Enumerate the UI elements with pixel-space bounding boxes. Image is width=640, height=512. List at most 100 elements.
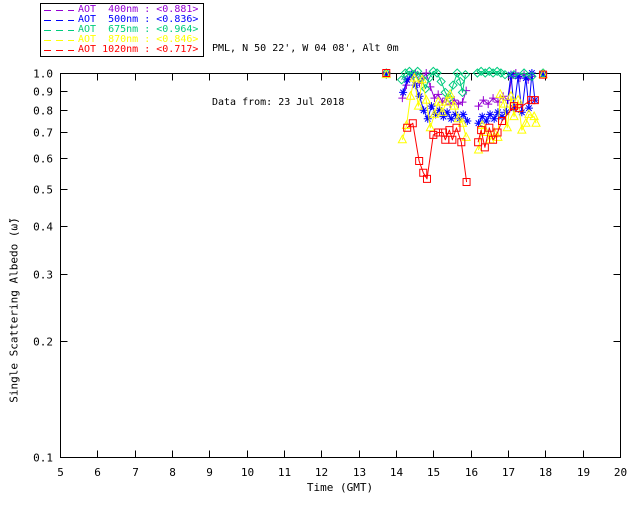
marker-diamond-675nm [509, 69, 519, 80]
marker-asterisk-500nm [517, 108, 526, 117]
marker-diamond-675nm [420, 84, 431, 94]
x-tick-label: 17 [502, 466, 515, 479]
marker-triangle-870nm [477, 119, 488, 129]
y-axis-title: Single Scattering Albedo (ω̃) [7, 217, 21, 403]
marker-asterisk-500nm [498, 112, 507, 121]
marker-square-1020nm [515, 104, 524, 113]
marker-plus-400nm [398, 94, 407, 103]
marker-plus-400nm [474, 102, 483, 111]
marker-diamond-675nm [436, 76, 446, 87]
legend-line-sample [44, 29, 74, 31]
marker-asterisk-500nm [439, 112, 448, 121]
marker-square-1020nm [462, 178, 471, 187]
marker-plus-400nm [489, 94, 498, 103]
marker-diamond-675nm [500, 69, 510, 80]
marker-triangle-870nm [397, 134, 408, 144]
marker-asterisk-500nm [482, 116, 491, 125]
y-tick-label: 0.7 [33, 127, 53, 140]
x-tick-label: 12 [315, 466, 328, 479]
marker-diamond-675nm [432, 68, 442, 78]
marker-diamond-675nm [488, 68, 498, 78]
marker-triangle-870nm [445, 88, 455, 98]
marker-triangle-870nm [485, 134, 495, 144]
x-tick-label: 16 [465, 466, 478, 479]
marker-triangle-870nm [499, 98, 510, 108]
y-tick-label: 0.1 [33, 452, 53, 465]
marker-square-1020nm [408, 119, 417, 128]
marker-triangle-870nm [495, 88, 505, 98]
marker-triangle-870nm [421, 94, 432, 104]
date-info: Data from: 23 Jul 2018 [212, 97, 345, 108]
marker-asterisk-500nm [539, 70, 548, 79]
marker-asterisk-500nm [509, 104, 518, 113]
x-tick-label: 19 [577, 466, 590, 479]
marker-diamond-675nm [457, 87, 468, 98]
legend-entry-870nm: AOT 870nm : <0.846> [44, 35, 200, 45]
marker-square-1020nm [485, 123, 494, 132]
marker-asterisk-500nm [407, 70, 416, 79]
marker-diamond-675nm [400, 68, 411, 78]
y-tick-label: 0.9 [33, 86, 53, 99]
marker-triangle-870nm [529, 111, 539, 121]
marker-triangle-870nm [524, 108, 534, 118]
marker-asterisk-500nm [486, 110, 495, 119]
marker-square-1020nm [422, 174, 431, 183]
marker-diamond-675nm [396, 75, 407, 85]
marker-square-1020nm [498, 116, 507, 125]
x-tick-label: 20 [614, 466, 627, 479]
legend-entry-675nm: AOT 675nm : <0.964> [44, 25, 200, 35]
marker-triangle-870nm [521, 117, 531, 127]
marker-asterisk-500nm [399, 88, 408, 97]
series-line-1020nm [406, 122, 468, 183]
legend-label: AOT 870nm : <0.846> [78, 34, 199, 45]
marker-triangle-870nm [461, 131, 472, 141]
x-tick-label: 8 [169, 466, 176, 479]
marker-square-1020nm [382, 69, 391, 77]
marker-square-1020nm [530, 96, 539, 105]
marker-plus-400nm [493, 98, 502, 107]
marker-square-1020nm [445, 126, 454, 135]
legend-line-sample [44, 39, 74, 41]
marker-diamond-675nm [455, 76, 465, 87]
marker-square-1020nm [419, 168, 428, 177]
marker-asterisk-500nm [447, 114, 456, 123]
legend-label: AOT 675nm : <0.964> [78, 24, 199, 35]
marker-asterisk-500nm [521, 74, 530, 83]
station-info: PML, N 50 22', W 04 08', Alt 0m [212, 43, 399, 54]
marker-asterisk-500nm [431, 110, 440, 119]
marker-square-1020nm [452, 123, 461, 132]
marker-triangle-870nm [429, 108, 440, 118]
marker-triangle-870nm [409, 72, 420, 82]
x-tick-label: 9 [206, 466, 213, 479]
legend-line-sample [44, 9, 74, 11]
legend-entry-500nm: AOT 500nm : <0.836> [44, 15, 200, 25]
marker-plus-400nm [422, 69, 431, 77]
marker-triangle-870nm [513, 94, 523, 104]
marker-diamond-675nm [448, 80, 458, 90]
marker-asterisk-500nm [403, 75, 412, 84]
y-tick-label: 0.2 [33, 336, 53, 349]
marker-asterisk-500nm [463, 116, 472, 125]
marker-asterisk-500nm [443, 108, 452, 117]
marker-triangle-870nm [473, 144, 484, 154]
marker-square-1020nm [448, 135, 457, 144]
marker-asterisk-500nm [524, 104, 533, 113]
legend-line-sample [44, 49, 74, 51]
plot-box [60, 73, 621, 458]
marker-diamond-675nm [424, 73, 434, 83]
x-tick-label: 11 [278, 466, 291, 479]
marker-triangle-870nm [531, 117, 541, 127]
plot-header: PML, N 50 22', W 04 08', Alt 0m Data fro… [212, 4, 399, 148]
y-tick-label: 1.0 [33, 68, 53, 81]
x-tick-label: 15 [427, 466, 440, 479]
x-tick-label: 5 [57, 466, 64, 479]
marker-asterisk-500nm [455, 114, 464, 123]
marker-square-1020nm [539, 70, 548, 79]
marker-asterisk-500nm [451, 110, 460, 119]
marker-asterisk-500nm [382, 70, 391, 79]
marker-asterisk-500nm [514, 72, 523, 81]
x-tick-label: 18 [539, 466, 552, 479]
marker-square-1020nm [415, 156, 424, 165]
